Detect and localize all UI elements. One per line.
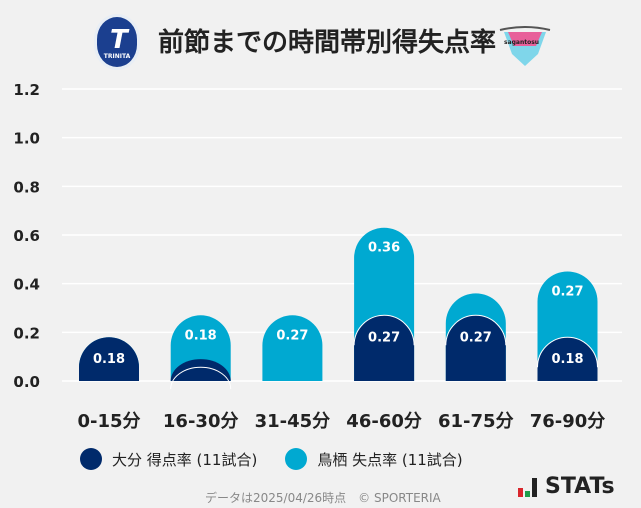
- legend-swatch: [80, 448, 102, 470]
- segment-border: [353, 314, 415, 346]
- data-label: 0.36: [368, 241, 400, 256]
- data-label: 0.27: [551, 285, 583, 300]
- x-tick-label: 0-15分: [77, 411, 140, 432]
- bars-icon: [518, 478, 537, 497]
- data-label: 0.27: [460, 330, 492, 345]
- legend-swatch: [285, 448, 308, 470]
- x-tick-label: 31-45分: [255, 411, 331, 432]
- chart-title: 前節までの時間帯別得失点率: [158, 28, 497, 58]
- legend-item-oita: 大分 得点率 (11試合): [80, 448, 257, 470]
- data-label: 0.27: [368, 330, 400, 345]
- data-label: 0.27: [276, 328, 308, 343]
- bar-oita-scored: [79, 337, 139, 381]
- segment-border: [537, 336, 598, 368]
- x-tick-label: 61-75分: [438, 411, 514, 432]
- bar-oita-scored: [445, 315, 506, 381]
- bar-oita-scored: [170, 359, 231, 381]
- y-tick-label: 1.2: [13, 81, 40, 99]
- y-tick-label: 0.4: [13, 276, 40, 294]
- x-tick-label: 46-60分: [346, 411, 422, 432]
- x-tick-label: 16-30分: [163, 411, 239, 432]
- y-tick-label: 0.0: [13, 373, 40, 391]
- y-tick-label: 1.0: [13, 130, 40, 148]
- stats-logo: STATs: [517, 476, 615, 498]
- legend-item-tosu: 鳥栖 失点率 (11試合): [285, 448, 463, 470]
- segment-border: [445, 314, 507, 346]
- bar-oita-scored: [537, 337, 598, 381]
- y-tick-label: 0.8: [13, 178, 40, 196]
- data-label: 0.18: [185, 328, 217, 343]
- y-tick-label: 0.6: [13, 227, 40, 245]
- legend: 大分 得点率 (11試合) 鳥栖 失点率 (11試合): [80, 448, 463, 470]
- x-tick-label: 76-90分: [530, 411, 606, 432]
- footer-note: データは2025/04/26時点 © SPORTERIA: [205, 491, 441, 505]
- sagantosu-logo: sagantosu: [498, 26, 552, 66]
- y-tick-label: 0.2: [13, 324, 40, 342]
- data-label: 0.18: [93, 352, 125, 367]
- bar-tosu-conceded: [262, 315, 323, 381]
- trinita-logo: T TRINITA: [94, 14, 140, 70]
- chart: 0.0 0.2 0.4 0.6 0.8 1.0 1.2 0.18 0-15分 0.18 16-30分…: [13, 81, 622, 432]
- segment-border: [170, 366, 232, 390]
- bar-oita-scored: [354, 315, 415, 381]
- data-label: 0.18: [551, 352, 583, 367]
